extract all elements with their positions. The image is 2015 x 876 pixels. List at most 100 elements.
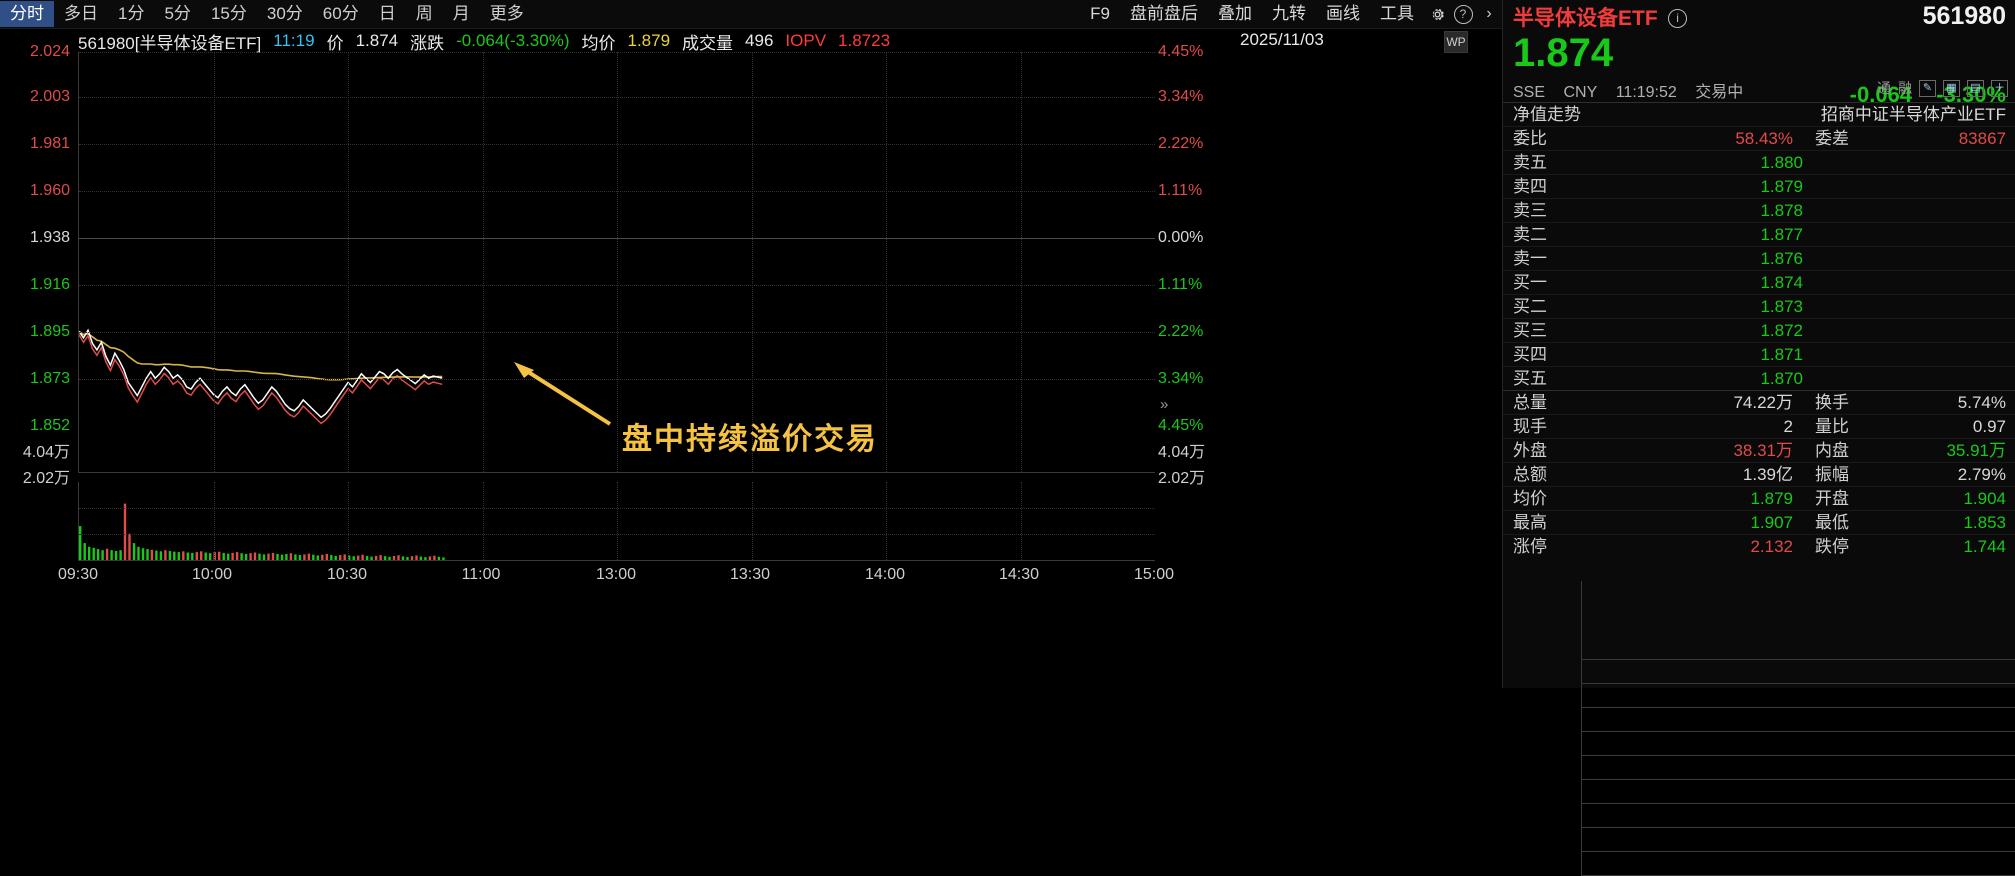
- button-drawline[interactable]: 画线: [1326, 4, 1360, 23]
- grid-icon[interactable]: ▤: [1967, 79, 1984, 97]
- volume-plot[interactable]: [78, 482, 1155, 561]
- chart-code-name: 561980[半导体设备ETF]: [78, 33, 262, 53]
- plus-icon[interactable]: ＋: [1991, 79, 2008, 97]
- bid-price: 1.874: [1760, 273, 1803, 292]
- tab-duori[interactable]: 多日: [64, 4, 98, 23]
- stat-row-current-volume: 现手 2 量比 0.97: [1503, 414, 2015, 438]
- quote-name: 半导体设备ETF: [1513, 7, 1658, 30]
- y-tick-left: 1.873: [29, 370, 70, 387]
- button-jiuzhuan[interactable]: 九转: [1272, 4, 1306, 23]
- button-tools[interactable]: 工具: [1380, 4, 1414, 23]
- gridline: [886, 52, 887, 472]
- gridline: [482, 482, 484, 560]
- y-tick-right: 4.45%: [1158, 43, 1204, 60]
- ask-row-3[interactable]: 卖三 1.878 6865: [1503, 198, 2015, 708]
- bid-label: 买三: [1513, 321, 1547, 340]
- quote-exchange: SSE: [1513, 84, 1546, 101]
- chart-icon[interactable]: ▦: [1943, 79, 1960, 97]
- ask-row-2[interactable]: 卖二 1.877 15990: [1503, 222, 2015, 732]
- button-overlay[interactable]: 叠加: [1218, 4, 1252, 23]
- tab-day[interactable]: 日: [378, 4, 396, 23]
- volume-tick-right: 4.04万: [1158, 444, 1206, 461]
- chart-annotation-text: 盘中持续溢价交易: [622, 423, 878, 456]
- nav-trend-row[interactable]: 净值走势 招商中证半导体产业ETF: [1503, 102, 2015, 126]
- bid-row-4[interactable]: 买四 1.871 6232: [1503, 342, 2015, 852]
- x-tick: 10:30: [326, 566, 368, 583]
- stat-label: 最低: [1815, 513, 1849, 532]
- price-plot[interactable]: [78, 52, 1155, 473]
- stat-value: 35.91万: [1946, 441, 2006, 460]
- tab-60min[interactable]: 60分: [322, 4, 359, 23]
- y-tick-left: 1.981: [29, 135, 70, 152]
- stat-value: 1.907: [1750, 513, 1793, 532]
- bid-row-1[interactable]: 买一 1.874 350: [1503, 270, 2015, 780]
- x-tick: 10:00: [191, 566, 233, 583]
- stat-label: 开盘: [1815, 489, 1849, 508]
- quote-currency: CNY: [1563, 84, 1598, 101]
- stat-row-outer-inner: 外盘 38.31万 内盘 35.91万: [1503, 438, 2015, 462]
- margin-tag-tong[interactable]: 通: [1877, 80, 1891, 96]
- ask-row-5[interactable]: 卖五 1.880 345: [1503, 150, 2015, 660]
- chart-change-label: 涨跌: [410, 33, 445, 53]
- edit-icon[interactable]: ✎: [1919, 79, 1936, 97]
- stat-value: 1.744: [1963, 537, 2006, 556]
- info-icon[interactable]: i: [1668, 9, 1688, 28]
- margin-tag-rong[interactable]: 融: [1898, 80, 1912, 96]
- tab-week[interactable]: 周: [415, 4, 433, 23]
- ask-row-1[interactable]: 卖一 1.876 5288: [1503, 246, 2015, 756]
- quote-price-row: 1.874 -0.064 -3.30%: [1503, 32, 2015, 107]
- bid-row-2[interactable]: 买二 1.873 52340: [1503, 294, 2015, 804]
- order-ratio-row: 委比 58.43% 委差 83867: [1503, 126, 2015, 150]
- bid-row-3[interactable]: 买三 1.872 53993: [1503, 318, 2015, 828]
- stat-value: 0.97: [1972, 417, 2006, 436]
- annotation-arrow-icon: [514, 362, 612, 426]
- chevron-right-icon[interactable]: ›: [1486, 5, 1492, 22]
- tab-30min[interactable]: 30分: [266, 4, 303, 23]
- y-tick-left: 1.960: [29, 182, 70, 199]
- help-icon[interactable]: ?: [1450, 1, 1476, 27]
- stat-label: 涨停: [1513, 537, 1547, 556]
- bid-row-5[interactable]: 买五 1.870 782: [1503, 366, 2015, 876]
- button-pre-post-market[interactable]: 盘前盘后: [1130, 4, 1198, 23]
- stat-label: 换手: [1815, 393, 1849, 412]
- panel-expand-icon[interactable]: »: [1160, 396, 1169, 413]
- tab-5min[interactable]: 5分: [164, 4, 191, 23]
- ask-row-4[interactable]: 卖四 1.879 1342: [1503, 174, 2015, 684]
- toolbar-right-group: F9 盘前盘后 叠加 九转 画线 工具 ? ›: [1080, 0, 1502, 28]
- ask-label: 卖四: [1513, 177, 1547, 196]
- chart-price-value: 1.874: [355, 31, 399, 50]
- chart-time: 11:19: [273, 31, 315, 50]
- stat-row-high-low: 最高 1.907 最低 1.853: [1503, 510, 2015, 534]
- intraday-chart[interactable]: 2.024 2.003 1.981 1.960 1.938 1.916 1.89…: [0, 43, 1502, 688]
- chart-price-label: 价: [326, 33, 344, 53]
- ask-label: 卖二: [1513, 225, 1547, 244]
- gear-icon[interactable]: [1424, 1, 1450, 27]
- tab-more[interactable]: 更多: [489, 4, 524, 23]
- gridline: [213, 52, 215, 472]
- tab-fenshi[interactable]: 分时: [0, 1, 54, 27]
- order-ratio-label: 委比: [1513, 129, 1547, 148]
- watermark-badge: WP: [1444, 31, 1468, 53]
- stat-label: 量比: [1815, 417, 1849, 436]
- bid-price: 1.871: [1760, 345, 1803, 364]
- tab-1min[interactable]: 1分: [118, 4, 145, 23]
- stat-value: 1.879: [1750, 489, 1793, 508]
- quote-code: 561980: [1922, 2, 2006, 30]
- ask-price: 1.878: [1760, 201, 1803, 220]
- chart-avg-label: 均价: [581, 33, 616, 53]
- stat-label: 振幅: [1815, 465, 1849, 484]
- stat-row-limit-up-down: 涨停 2.132 跌停 1.744: [1503, 534, 2015, 558]
- tab-month[interactable]: 月: [452, 4, 470, 23]
- x-tick: 14:00: [864, 566, 906, 583]
- stat-value: 1.853: [1963, 513, 2006, 532]
- tab-15min[interactable]: 15分: [210, 4, 247, 23]
- volume-tick-left: 2.02万: [22, 470, 70, 487]
- stat-value: 1.904: [1963, 489, 2006, 508]
- button-f9[interactable]: F9: [1090, 4, 1110, 23]
- y-tick-right: 3.34%: [1158, 370, 1204, 387]
- gridline: [1020, 52, 1022, 472]
- y-tick-left: 2.024: [29, 43, 70, 60]
- chart-info-line: 561980[半导体设备ETF] 11:19 价 1.874 涨跌 -0.064…: [78, 30, 902, 53]
- ask-price: 1.877: [1760, 225, 1803, 244]
